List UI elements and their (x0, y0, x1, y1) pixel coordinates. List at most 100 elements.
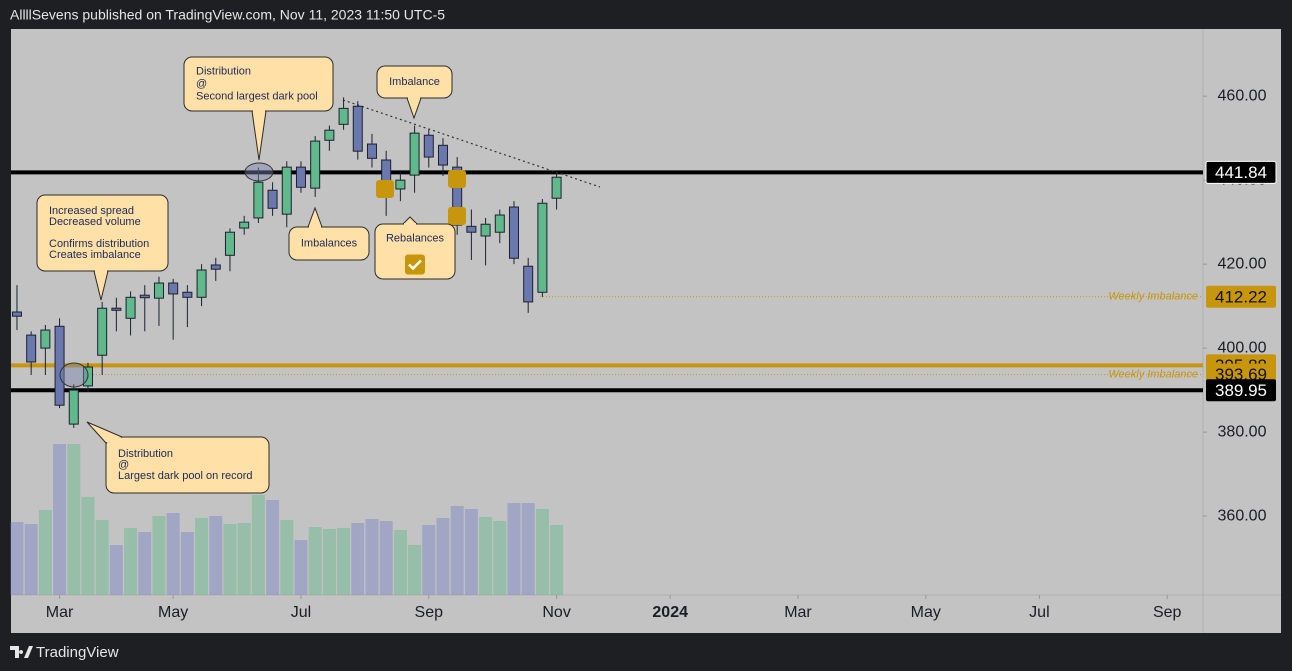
y-tick-label: 400.00 (1218, 339, 1267, 356)
volume-bar (322, 529, 336, 595)
candle-body (111, 307, 122, 311)
callout-seam (106, 437, 122, 443)
candle-body (54, 325, 65, 406)
candle-body (26, 334, 37, 363)
candle-body (239, 221, 250, 229)
candle-body (182, 291, 193, 298)
candle-body (366, 143, 377, 159)
callout-text: Creates imbalance (49, 249, 141, 261)
footer-bar (0, 636, 1292, 671)
x-tick-label: Nov (542, 604, 570, 621)
volume-bar (365, 519, 379, 595)
candle-body (452, 166, 463, 226)
volume-bar (195, 518, 209, 595)
callout-box (105, 436, 270, 494)
volume-bar (351, 523, 365, 595)
candle-body (324, 129, 335, 141)
marker-ellipse (244, 162, 274, 182)
callout-text: @ (118, 459, 129, 471)
volume-bar (209, 516, 223, 595)
volume-bar (507, 503, 521, 595)
volume-bar (38, 510, 52, 595)
volume-bar (521, 503, 535, 595)
volume-bar (152, 516, 166, 595)
volume-bar (436, 518, 450, 595)
check-mark (408, 259, 422, 271)
callout-box (288, 226, 370, 261)
x-tick-label: Sep (1153, 604, 1182, 621)
callout-text: Distribution (118, 448, 173, 460)
plot-bg (11, 29, 1281, 633)
levels-layer: Weekly Imbalance Weekly Imbalance (11, 170, 1203, 393)
volume-bar (95, 520, 109, 595)
x-tick-label: 2024 (652, 604, 688, 621)
candle-body (196, 269, 207, 298)
check-icon (448, 207, 466, 225)
check-icon (448, 170, 466, 188)
volume-bar (422, 525, 436, 595)
price-badge-label: 412.22 (1215, 287, 1267, 306)
marker-ellipse (59, 362, 89, 388)
volume-bar (550, 525, 564, 595)
volume-bar (479, 517, 493, 595)
callout-text: Distribution (196, 65, 251, 77)
candle-body (537, 202, 548, 293)
volume-bar (180, 532, 194, 595)
volume-bar (393, 530, 407, 595)
volume-bar (53, 444, 67, 595)
volume-bar (166, 513, 180, 595)
candle-body (409, 132, 420, 176)
candle-body (338, 107, 349, 125)
candle-body (466, 225, 477, 233)
candle-body (125, 296, 136, 319)
candle-body (97, 307, 108, 356)
volume-bar (408, 545, 422, 595)
volume-bar (450, 506, 464, 595)
volume-layer (10, 444, 564, 595)
volume-bar (124, 528, 138, 595)
volume-bar (308, 527, 322, 595)
header: AllllSevens published on TradingView.com… (10, 7, 445, 23)
candle-body (210, 264, 221, 270)
check-box (405, 254, 425, 275)
x-tick-label: Mar (784, 604, 812, 621)
candle-body (437, 144, 448, 166)
price-badge (1205, 160, 1277, 184)
volume-bar (266, 500, 280, 595)
callout-text: Imbalance (389, 76, 440, 88)
price-badge (1206, 285, 1276, 308)
footer-brand: TradingView (36, 644, 119, 661)
candle-body (523, 265, 534, 303)
callout-text: Second largest dark pool (196, 90, 318, 102)
callout-text: @ (196, 78, 207, 90)
callout-text: Imbalances (301, 237, 358, 249)
axes: 360.00380.00400.00420.00440.00460.00MarM… (46, 87, 1277, 621)
x-tick-label: Jul (1029, 604, 1049, 621)
callout-text: Rebalances (386, 232, 445, 244)
price-badge-label: 441.84 (1215, 163, 1267, 182)
volume-bar (223, 524, 237, 595)
y-tick-label: 380.00 (1218, 423, 1267, 440)
candle-body (281, 166, 292, 215)
callout-text: Confirms distribution (49, 238, 149, 250)
candle-body (267, 189, 278, 209)
logo (10, 646, 33, 658)
volume-bar (294, 540, 308, 595)
y-tick-label: 460.00 (1218, 87, 1267, 104)
price-badge-label: 389.95 (1215, 381, 1267, 400)
candle-body (224, 231, 235, 256)
price-badge (1206, 379, 1276, 402)
volume-bar (251, 495, 265, 595)
candle-body (11, 311, 22, 317)
volume-bar (10, 522, 24, 595)
candle-body (40, 329, 51, 349)
level-note: Weekly Imbalance (1108, 369, 1198, 381)
x-tick-label: May (911, 604, 941, 621)
volume-bar (493, 521, 507, 595)
candle-body (494, 214, 505, 233)
candle-body (508, 206, 519, 259)
volume-bar (535, 509, 549, 595)
candle-body (295, 166, 306, 188)
